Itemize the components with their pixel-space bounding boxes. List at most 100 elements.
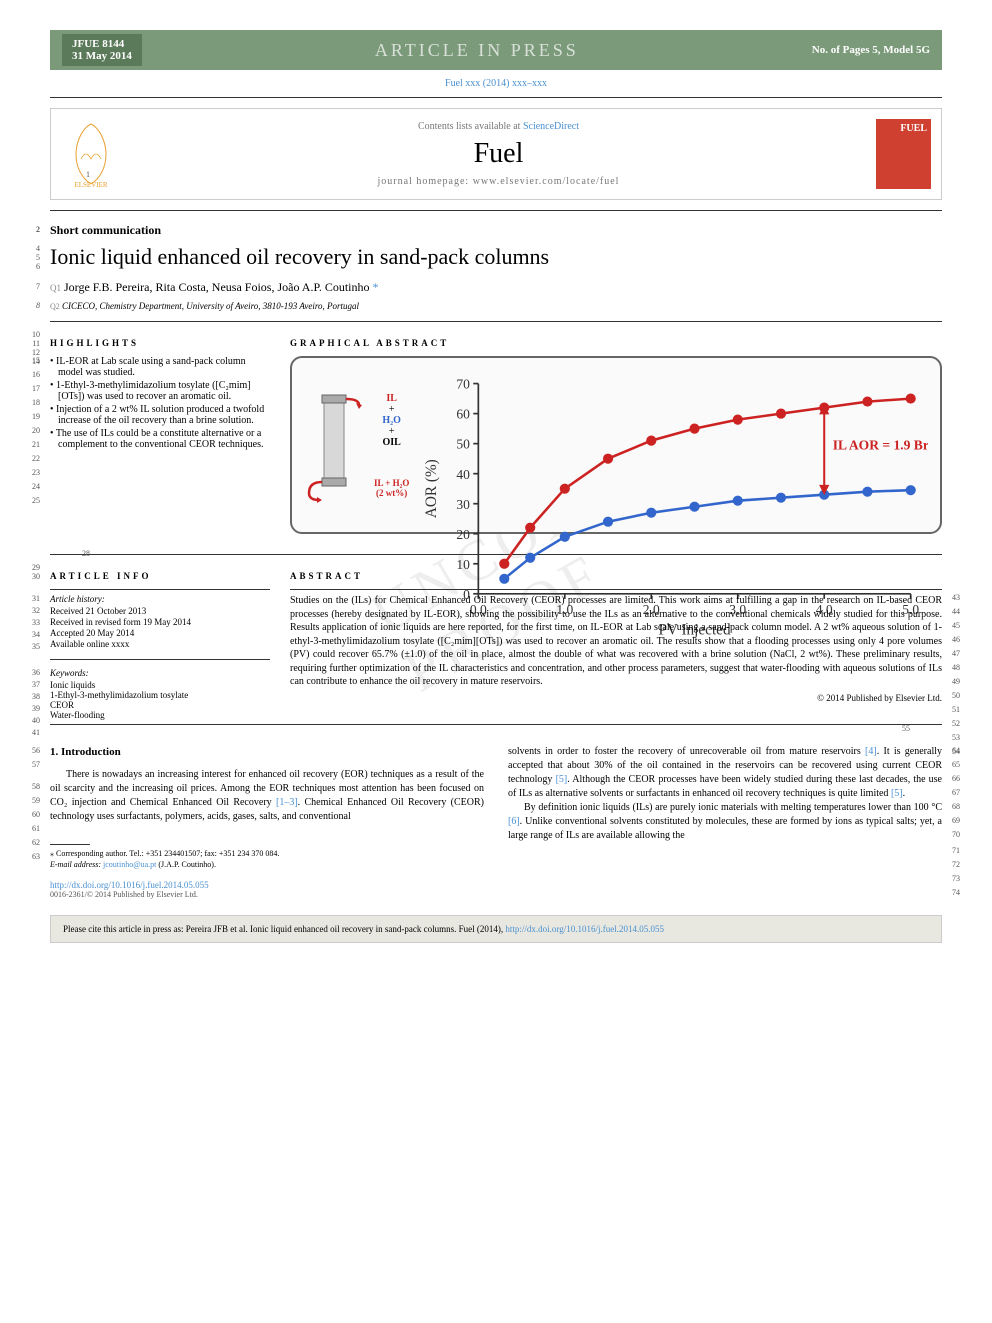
line-num: 61 [20,823,40,834]
line-num: 62 [20,837,40,848]
issn-line: 0016-2361/© 2014 Published by Elsevier L… [50,890,942,899]
abstract-text: Studies on the (ILs) for Chemical Enhanc… [290,594,942,689]
sciencedirect-link[interactable]: ScienceDirect [523,121,579,132]
line-num: 18 [20,398,40,407]
keywords-heading: Keywords: [50,668,270,678]
doi-link[interactable]: http://dx.doi.org/10.1016/j.fuel.2014.05… [50,880,942,890]
online-date: Available online xxxx [50,639,270,649]
affiliation: 8 Q2 CICECO, Chemistry Department, Unive… [50,301,942,311]
line-num: 15 [20,356,40,365]
line-num: 53 [952,733,972,742]
intro-heading: 1. Introduction [50,745,484,760]
intro-paragraph: solvents in order to foster the recovery… [508,745,942,801]
cite-link[interactable]: http://dx.doi.org/10.1016/j.fuel.2014.05… [505,924,664,934]
keyword: CEOR [50,700,270,710]
journal-homepage[interactable]: journal homepage: www.elsevier.com/locat… [131,176,866,187]
ref-link[interactable]: [4] [865,746,877,757]
line-num: 34 [20,630,40,639]
highlight-item: 1-Ethyl-3-methylimidazolium tosylate ([C… [50,380,270,402]
line-num: 21 [20,440,40,449]
intro-text: . Although the CEOR processes have been … [508,774,942,799]
ref-link[interactable]: [6] [508,816,520,827]
line-num: 17 [20,384,40,393]
ga-oil-label: OIL [374,437,409,448]
journal-ref: Fuel xxx (2014) xxx–xxx [50,78,942,89]
history-heading: Article history: [50,594,270,604]
line-num: 69 [952,815,972,826]
header-left: JFUE 8144 31 May 2014 [62,34,142,66]
line-num: 49 [952,677,972,686]
ga-h2o-label: H₂O [374,415,409,426]
line-num: 8 [20,301,40,310]
line-num: 47 [952,649,972,658]
ref-link[interactable]: [5] [891,788,903,799]
intro-text: . Unlike conventional solvents constitut… [508,816,942,841]
info-abstract-row: 29 30 ARTICLE INFO 31 32 33 34 35 Articl… [50,563,942,720]
line-num: 57 [20,759,40,770]
keywords-block: 36 37 38 39 40 41 Keywords: Ionic liquid… [50,668,270,720]
aor-chart: 0102030405060700.01.02.03.04.05.0IL AOR … [419,370,928,520]
journal-name: Fuel [131,138,866,170]
line-num: 41 [20,728,40,737]
authors-text: Jorge F.B. Pereira, Rita Costa, Neusa Fo… [64,280,369,294]
line-num: 45 [952,621,972,630]
highlight-item: Injection of a 2 wt% IL solution produce… [50,404,270,426]
svg-text:40: 40 [457,467,471,482]
line-num: 1 [70,170,90,179]
line-num: 58 [20,781,40,792]
line-num: 56 [20,745,40,756]
line-num: 63 [20,851,40,862]
line-num: 4 5 6 [20,244,40,271]
line-num: 2 [20,225,40,234]
email-line: E-mail address: jcoutinho@ua.pt (J.A.P. … [50,860,484,870]
line-num: 55 [902,724,922,733]
line-num: 40 [20,716,40,725]
highlights-list: 15 16 17 18 19 20 21 22 23 24 25 IL-EOR … [50,356,270,450]
line-num: 7 [20,282,40,291]
svg-text:IL AOR = 1.9 Brine AOR: IL AOR = 1.9 Brine AOR [833,438,928,453]
keyword: 1-Ethyl-3-methylimidazolium tosylate [50,690,270,700]
title-text: Ionic liquid enhanced oil recovery in sa… [50,244,549,269]
line-num: 52 [952,719,972,728]
line-num: 65 [952,759,972,770]
contents-line: Contents lists available at ScienceDirec… [131,121,866,132]
line-num: 36 [20,668,40,677]
line-num: 48 [952,663,972,672]
ga-plus: + [374,404,409,415]
query-marker: Q2 [50,302,60,311]
cover-label: FUEL [900,123,927,134]
header-date: 31 May 2014 [72,50,132,62]
article-info: 31 32 33 34 35 Article history: Received… [50,594,270,649]
line-num: 32 [20,606,40,615]
cite-text: Please cite this article in press as: Pe… [63,924,505,934]
ga-bottom-label: IL + H₂O [374,478,409,488]
line-num: 73 [952,873,972,884]
line-num: 33 [20,618,40,627]
line-num: 70 [952,829,972,840]
line-num: 29 30 [20,563,40,581]
ga-labels: IL + H₂O + OIL IL + H₂O (2 wt%) [374,393,409,498]
line-num: 38 [20,692,40,701]
article-info-heading: ARTICLE INFO [50,571,270,581]
abstract-heading: ABSTRACT [290,571,942,581]
line-num: 50 [952,691,972,700]
article-type: 2 Short communication [50,223,942,238]
line-num: 37 [20,680,40,689]
line-num: 66 [952,773,972,784]
affil-text: CICECO, Chemistry Department, University… [62,301,359,311]
line-num: 19 [20,412,40,421]
article-type-text: Short communication [50,223,161,237]
highlights-heading: HIGHLIGHTS [50,338,270,348]
journal-info: Contents lists available at ScienceDirec… [131,121,866,187]
svg-text:60: 60 [457,407,471,422]
svg-text:AOR (%): AOR (%) [423,459,440,518]
citation-box: Please cite this article in press as: Pe… [50,915,942,943]
svg-text:30: 30 [457,497,471,512]
email-link[interactable]: jcoutinho@ua.pt [103,860,156,869]
ref-link[interactable]: [1–3] [276,797,298,808]
highlight-item: The use of ILs could be a constitute alt… [50,428,270,450]
ref-link[interactable]: [5] [556,774,568,785]
corresponding-star: * [372,280,378,294]
svg-text:50: 50 [457,437,471,452]
line-num: 28 [70,549,90,558]
